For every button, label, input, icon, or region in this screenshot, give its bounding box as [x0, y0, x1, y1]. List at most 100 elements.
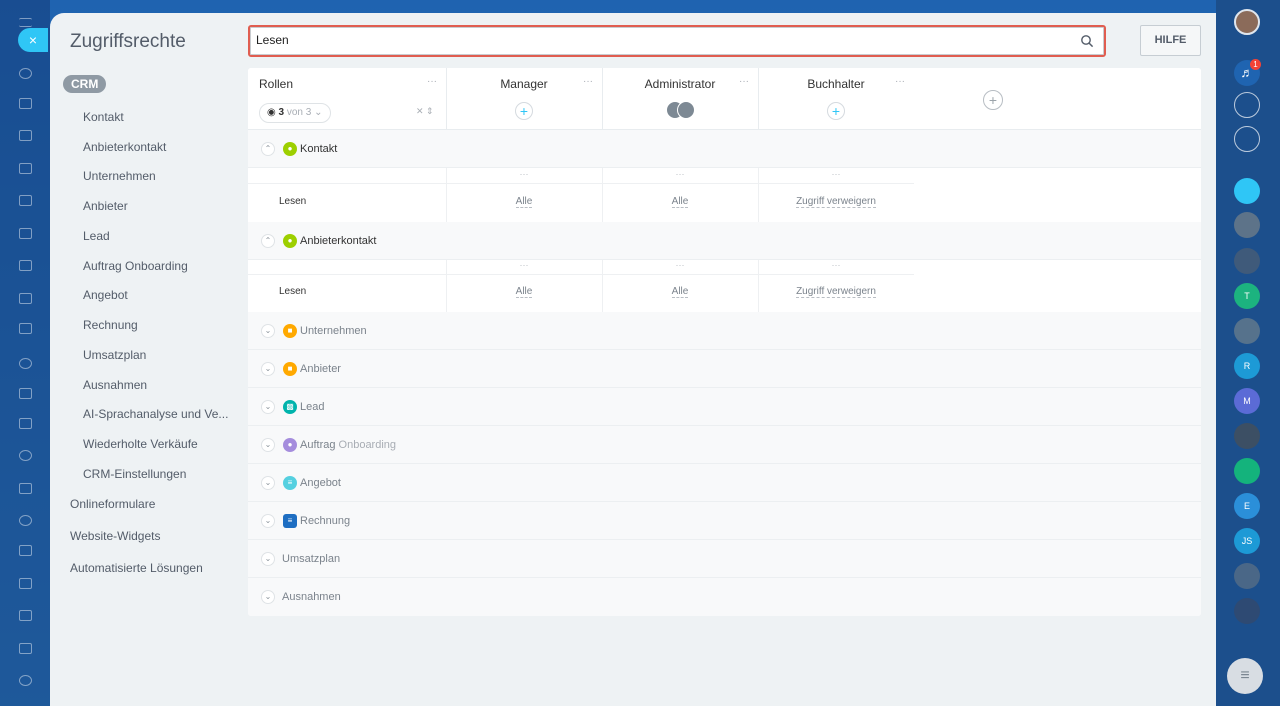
section-auftrag-onboarding[interactable]: ⌄ ● Auftrag Onboarding	[248, 426, 1201, 464]
add-member-icon[interactable]: +	[515, 102, 533, 120]
collapse-icon[interactable]: ⌃	[261, 142, 275, 156]
permissions-table: Rollen ··· ◉ 3 von 3 ⌄ ✕ ⇕ Manager ··· +…	[248, 68, 1201, 616]
contact-avatar[interactable]	[1234, 212, 1260, 238]
nav-item-rechnung[interactable]: Rechnung	[83, 318, 138, 332]
cell-menu-dots[interactable]: ···	[675, 260, 685, 270]
quote-icon: ≡	[283, 476, 297, 490]
contact-avatar[interactable]	[1234, 458, 1260, 484]
background-sidebar	[0, 0, 50, 706]
nav-item-auftrag-onboarding[interactable]: Auftrag Onboarding	[83, 259, 188, 273]
member-avatars[interactable]	[666, 101, 696, 119]
nav-item-onlineformulare[interactable]: Onlineformulare	[70, 497, 156, 511]
role-buchhalter[interactable]: Buchhalter	[807, 77, 865, 91]
permission-value[interactable]: Alle	[671, 286, 689, 298]
contact-avatar[interactable]	[1234, 598, 1260, 624]
role-menu-dots[interactable]: ···	[895, 76, 905, 87]
expand-icon[interactable]: ⌄	[261, 476, 275, 490]
contact-avatar[interactable]: E	[1234, 493, 1260, 519]
cell-menu-dots[interactable]: ···	[675, 169, 685, 179]
nav-item-kontakt[interactable]: Kontakt	[83, 110, 124, 124]
sort-icon[interactable]: ✕ ⇕	[416, 106, 434, 116]
contact-avatar[interactable]: JS	[1234, 528, 1260, 554]
nav-item-automatisierte-loesungen[interactable]: Automatisierte Lösungen	[70, 561, 203, 575]
permission-value[interactable]: Zugriff verweigern	[796, 286, 876, 298]
cell-menu-dots[interactable]: ···	[519, 169, 529, 179]
expand-icon[interactable]: ⌄	[261, 362, 275, 376]
nav-item-unternehmen[interactable]: Unternehmen	[83, 169, 156, 183]
help-button[interactable]: HILFE	[1140, 25, 1201, 56]
nav-item-wiederholte-verkaeufe[interactable]: Wiederholte Verkäufe	[83, 437, 198, 451]
company-icon: ■	[283, 362, 297, 376]
permission-label: Lesen	[279, 196, 307, 207]
expand-icon[interactable]: ⌄	[261, 324, 275, 338]
contact-avatar[interactable]	[1234, 423, 1260, 449]
nav-item-angebot[interactable]: Angebot	[83, 288, 128, 302]
add-role-button[interactable]: +	[983, 90, 1003, 110]
contact-icon: ●	[283, 142, 297, 156]
nav-item-crm-einstellungen[interactable]: CRM-Einstellungen	[83, 467, 187, 481]
right-sidebar: ♬ 1 T R M E JS ≡	[1216, 0, 1280, 706]
roles-menu-dots[interactable]: ···	[427, 76, 437, 87]
contact-avatar[interactable]: T	[1234, 283, 1260, 309]
cell-menu-dots[interactable]: ···	[831, 260, 841, 270]
section-kontakt[interactable]: ⌃ ● Kontakt	[248, 130, 1201, 168]
chat-icon[interactable]	[1234, 178, 1260, 204]
cell-menu-dots[interactable]: ···	[519, 260, 529, 270]
section-anbieterkontakt[interactable]: ⌃ ● Anbieterkontakt	[248, 222, 1201, 260]
nav-crm[interactable]: CRM	[63, 75, 107, 93]
nav-item-umsatzplan[interactable]: Umsatzplan	[83, 348, 147, 362]
contact-avatar[interactable]	[1234, 248, 1260, 274]
nav-item-ai-sprachanalyse[interactable]: AI-Sprachanalyse und Ve...	[83, 407, 229, 421]
permission-value[interactable]: Alle	[515, 286, 533, 298]
role-manager[interactable]: Manager	[500, 77, 548, 91]
nav-item-ausnahmen[interactable]: Ausnahmen	[83, 378, 148, 392]
expand-icon[interactable]: ⌄	[261, 514, 275, 528]
section-unternehmen[interactable]: ⌄ ■ Unternehmen	[248, 312, 1201, 350]
nav-item-website-widgets[interactable]: Website-Widgets	[70, 529, 161, 543]
role-counter[interactable]: ◉ 3 von 3 ⌄	[259, 103, 331, 123]
contact-avatar[interactable]: M	[1234, 388, 1260, 414]
close-slider-button[interactable]: ×	[18, 28, 48, 52]
cell-menu-dots[interactable]: ···	[831, 169, 841, 179]
section-label: Anbieterkontakt	[300, 235, 377, 247]
add-member-icon[interactable]: +	[827, 102, 845, 120]
table-header: Rollen ··· ◉ 3 von 3 ⌄ ✕ ⇕ Manager ··· +…	[248, 68, 1201, 130]
notification-badge: 1	[1250, 59, 1261, 70]
section-anbieter[interactable]: ⌄ ■ Anbieter	[248, 350, 1201, 388]
section-umsatzplan[interactable]: ⌄ Umsatzplan	[248, 540, 1201, 578]
chat-search-icon[interactable]	[1234, 126, 1260, 152]
contact-avatar[interactable]	[1234, 563, 1260, 589]
user-avatar[interactable]	[1234, 9, 1260, 35]
section-lead[interactable]: ⌄ ▩ Lead	[248, 388, 1201, 426]
section-label: Auftrag Onboarding	[300, 439, 397, 451]
expand-icon[interactable]: ⌄	[261, 552, 275, 566]
contact-avatar[interactable]: R	[1234, 353, 1260, 379]
section-label: Lead	[300, 401, 325, 413]
nav-item-anbieterkontakt[interactable]: Anbieterkontakt	[83, 140, 167, 154]
expand-icon[interactable]: ⌄	[261, 590, 275, 604]
section-label: Ausnahmen	[282, 591, 341, 603]
permission-row: ··· ··· ··· Lesen Alle Alle Zugriff verw…	[248, 260, 1201, 312]
search-icon[interactable]	[1080, 34, 1094, 48]
search-input[interactable]	[256, 33, 1056, 47]
section-ausnahmen[interactable]: ⌄ Ausnahmen	[248, 578, 1201, 616]
permission-value[interactable]: Zugriff verweigern	[796, 196, 876, 208]
role-administrator[interactable]: Administrator	[644, 77, 716, 91]
roles-column-title: Rollen	[259, 77, 294, 91]
role-menu-dots[interactable]: ···	[583, 76, 593, 87]
expand-icon[interactable]: ⌄	[261, 438, 275, 452]
expand-icon[interactable]: ⌄	[261, 400, 275, 414]
menu-icon[interactable]: ≡	[1227, 658, 1263, 694]
nav-item-anbieter[interactable]: Anbieter	[83, 199, 128, 213]
role-menu-dots[interactable]: ···	[739, 76, 749, 87]
permission-value[interactable]: Alle	[515, 196, 533, 208]
nav-item-lead[interactable]: Lead	[83, 229, 110, 243]
section-angebot[interactable]: ⌄ ≡ Angebot	[248, 464, 1201, 502]
contact-avatar[interactable]	[1234, 318, 1260, 344]
section-rechnung[interactable]: ⌄ ≡ Rechnung	[248, 502, 1201, 540]
collapse-icon[interactable]: ⌃	[261, 234, 275, 248]
deal-icon: ●	[283, 438, 297, 452]
lead-icon: ▩	[283, 400, 297, 414]
permission-value[interactable]: Alle	[671, 196, 689, 208]
target-icon[interactable]	[1234, 92, 1260, 118]
